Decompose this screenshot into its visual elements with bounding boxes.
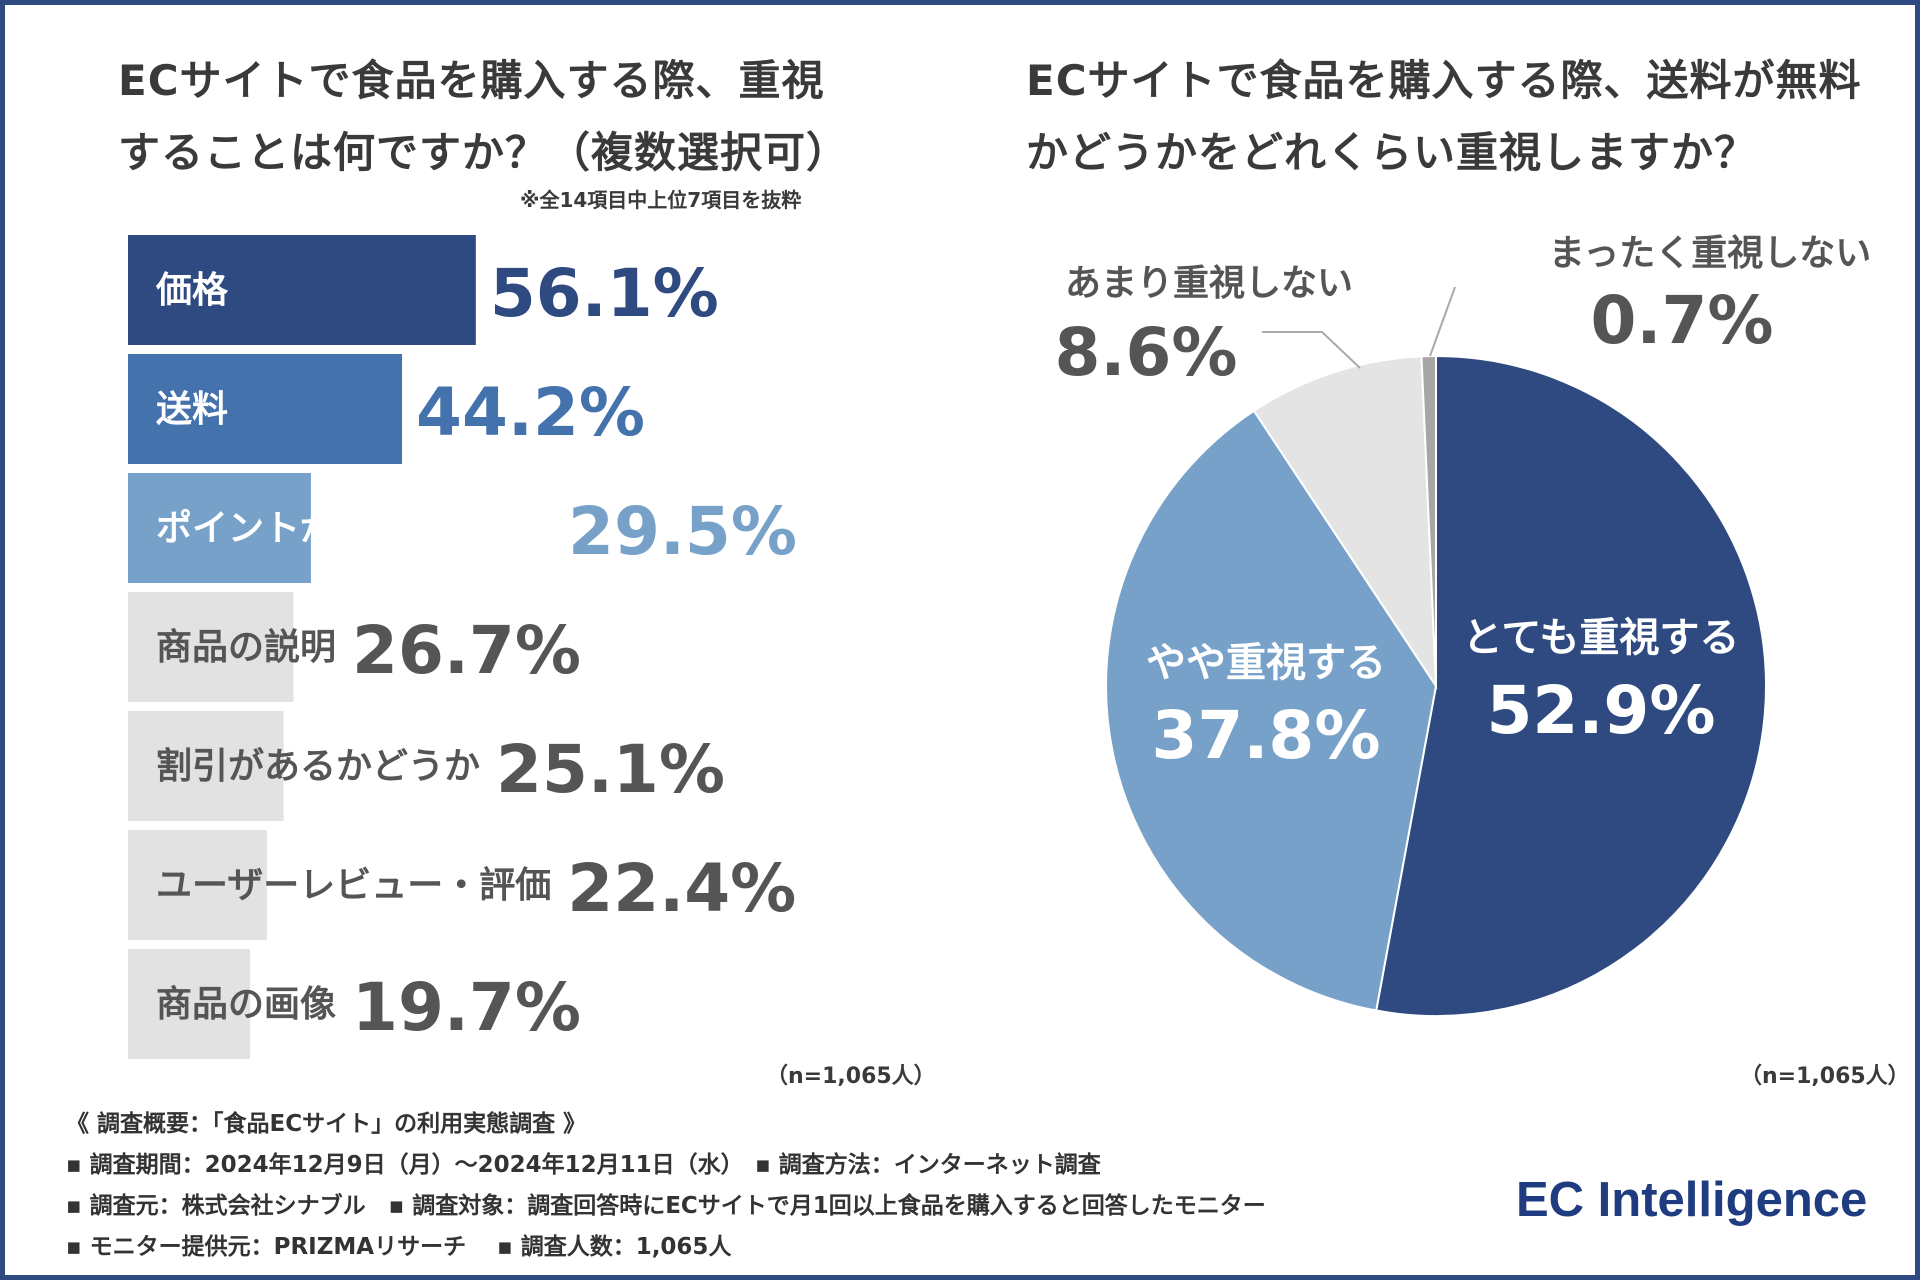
bar-4 <box>128 592 294 702</box>
bar-6 <box>128 830 267 940</box>
survey-summary: 《 調査概要：「食品ECサイト」の利用実態調査 》 ▪ 調査期間：2024年12… <box>66 1104 1466 1268</box>
survey-summary-source: ▪ 調査元：株式会社シナブル ▪ 調査対象：調査回答時にECサイトで月1回以上食… <box>66 1193 1266 1219</box>
pie-slice-name: とても重視する <box>1463 615 1740 661</box>
pie-slice-value: 37.8% <box>1152 697 1381 774</box>
bar-value-label: 56.1% <box>490 255 719 332</box>
bar-value-label: 44.2% <box>416 374 645 451</box>
bar-value-label: 22.4% <box>567 850 796 927</box>
pie-slice-name: やや重視する <box>1146 640 1386 686</box>
pie-slice-value: 0.7% <box>1590 282 1773 359</box>
pie-leader-line <box>1429 286 1456 357</box>
bar-value-label: 29.5% <box>568 493 797 570</box>
pie-chart: とても重視する 52.9% やや重視する 37.8% あまり重視しない 8.6% まったく重… <box>1054 233 1872 1017</box>
bar-7 <box>128 949 251 1059</box>
bar-category-label: ポイントが付くかどうか <box>156 507 552 549</box>
bar-category-label: 商品の説明 <box>156 627 336 668</box>
pie-chart-title-line1: ECサイトで食品を購入する際、送料が無料 <box>1026 56 1862 105</box>
pie-slice-value: 8.6% <box>1054 314 1237 391</box>
bar-1 <box>128 235 476 345</box>
bar-chart-note: ※全14項目中上位7項目を抜粋 <box>520 188 802 212</box>
bar-chart-title-line1: ECサイトで食品を購入する際、重視 <box>118 56 825 105</box>
pie-slice-name: あまり重視しない <box>1065 263 1353 304</box>
bar-value-label: 19.7% <box>352 969 581 1046</box>
pie-chart-title: ECサイトで食品を購入する際、送料が無料 かどうかをどれくらい重視しますか？ <box>1026 45 1906 189</box>
bar-chart-title-line2: することは何ですか？（複数選択可） <box>118 128 850 177</box>
bar-category-label: 送料 <box>156 389 228 430</box>
pie-slice <box>1375 354 1767 1017</box>
bar-chart-sample-size: （n=1,065人） <box>766 1064 936 1089</box>
survey-summary-panel: ▪ モニター提供元：PRIZMAリサーチ ▪ 調査人数：1,065人 <box>66 1234 732 1260</box>
bar-chart-title: ECサイトで食品を購入する際、重視 することは何ですか？（複数選択可） <box>118 45 998 189</box>
pie-slice-name: まったく重視しない <box>1549 233 1872 274</box>
pie-chart-title-line2: かどうかをどれくらい重視しますか？ <box>1026 128 1758 177</box>
bar-5 <box>128 711 284 821</box>
pie-chart-sample-size: （n=1,065人） <box>1740 1064 1910 1089</box>
bar-category-label: 価格 <box>155 270 229 311</box>
brand-logo: EC Intelligence <box>1516 1173 1868 1227</box>
bar-category-label: 割引があるかどうか <box>156 746 480 787</box>
survey-summary-period: ▪ 調査期間：2024年12月9日（月）～2024年12月11日（水） ▪ 調査… <box>66 1152 1101 1178</box>
bar-chart: 価格 56.1% 送料 44.2% ポイントが付くかどうか 29.5% 商品の説明 26.7%… <box>128 235 797 1059</box>
pie-slice <box>1420 354 1437 687</box>
pie-leader-line <box>1262 331 1361 369</box>
bar-category-label: 商品の画像 <box>156 984 336 1025</box>
pie-slice <box>1252 355 1438 690</box>
bar-3 <box>128 473 311 583</box>
bar-value-label: 26.7% <box>352 612 581 689</box>
pie-slice <box>1105 409 1438 1012</box>
bar-2 <box>128 354 403 464</box>
bar-category-label: ユーザーレビュー・評価 <box>156 865 551 906</box>
survey-summary-heading: 《 調査概要：「食品ECサイト」の利用実態調査 》 <box>66 1111 587 1137</box>
bar-value-label: 25.1% <box>496 731 725 808</box>
pie-slice-value: 52.9% <box>1487 672 1716 749</box>
